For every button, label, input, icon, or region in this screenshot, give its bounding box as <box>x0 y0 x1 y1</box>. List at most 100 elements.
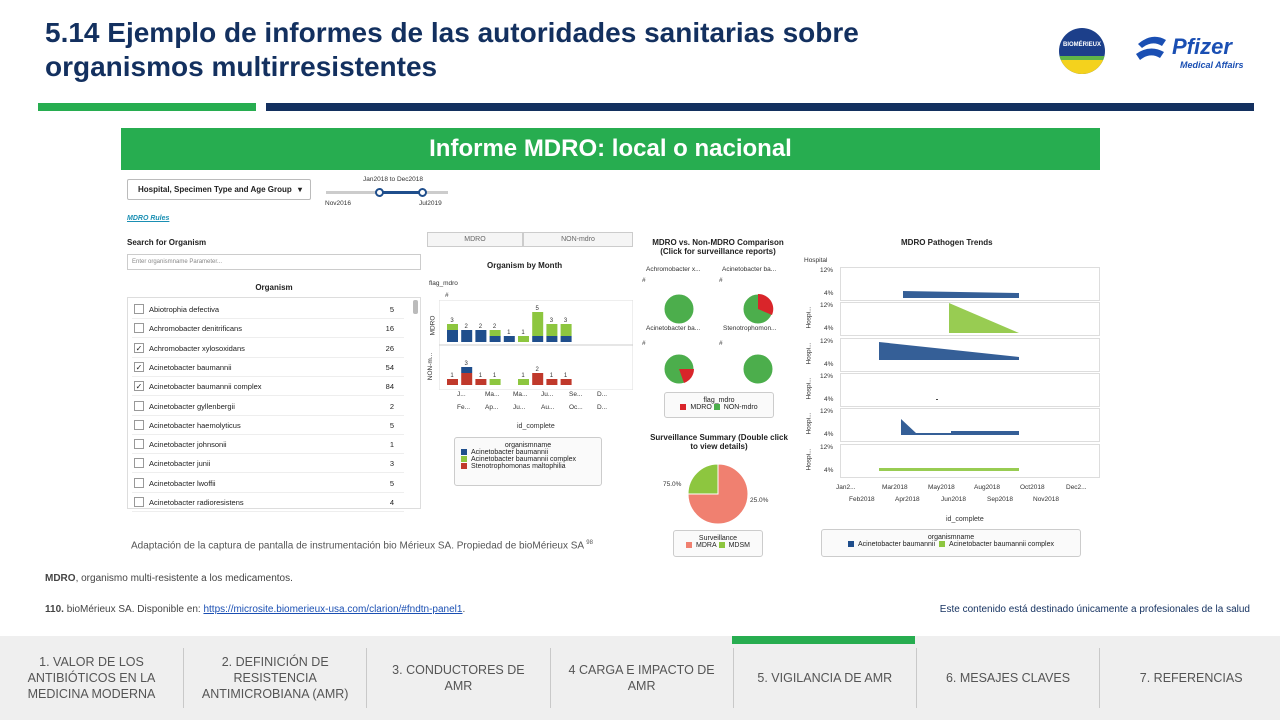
pie-ach-xylo[interactable] <box>663 293 695 325</box>
bottom-navigation: 1. VALOR DE LOS ANTIBIÓTICOS EN LA MEDIC… <box>0 636 1280 720</box>
organism-list-item[interactable]: Acinetobacter haemolyticus 5 <box>132 416 404 435</box>
organism-checkbox[interactable] <box>134 304 144 314</box>
nav-tab-5[interactable]: 5. VIGILANCIA DE AMR <box>732 648 916 708</box>
obm-bar-mdro-green[interactable] <box>546 324 558 336</box>
nav-tab-6[interactable]: 6. MESAJES CLAVES <box>916 648 1099 708</box>
trend-panel[interactable]: Hospi... 12% 4% <box>804 372 1100 408</box>
organism-checkbox[interactable] <box>134 400 144 411</box>
chevron-down-icon: ▾ <box>297 185 302 194</box>
organism-search-input[interactable]: Enter organismname Parameter... <box>127 254 421 270</box>
x-tick-label: Oc... <box>569 404 583 411</box>
trend-area[interactable] <box>903 291 1019 298</box>
trend-panel[interactable]: Hospi... 12% 4% <box>804 337 1100 373</box>
organism-list-item[interactable]: Acinetobacter radioresistens 4 <box>132 493 404 512</box>
organism-checkbox[interactable] <box>134 477 144 488</box>
organism-checkbox[interactable] <box>134 439 144 450</box>
segment-mdro[interactable]: MDRO <box>427 232 523 247</box>
list-scrollbar[interactable] <box>413 300 418 314</box>
obm-bar-mdro-blue[interactable] <box>546 336 558 342</box>
surveillance-pie[interactable] <box>686 462 750 526</box>
obm-bar-mdro-blue[interactable] <box>560 336 572 342</box>
pie-steno-2[interactable] <box>742 353 774 385</box>
obm-bar-non-blue[interactable] <box>461 367 473 373</box>
obm-bar-non-red[interactable] <box>546 379 558 385</box>
obm-bar-non-red[interactable] <box>475 379 487 385</box>
nav-tab-3[interactable]: 3. CONDUCTORES DE AMR <box>366 648 549 708</box>
obm-bar-non-red[interactable] <box>560 379 572 385</box>
trend-plot <box>840 267 1100 301</box>
trend-panel[interactable]: 12% 4% <box>804 267 1100 302</box>
organism-list-item[interactable]: Acinetobacter gyllenbergii 2 <box>132 397 404 416</box>
cmp-legend: flag_mdro MDRO NON-mdro <box>664 392 774 418</box>
organism-checkbox[interactable] <box>134 419 144 430</box>
obm-bar-mdro-green[interactable] <box>560 324 572 336</box>
nav-tab-1[interactable]: 1. VALOR DE LOS ANTIBIÓTICOS EN LA MEDIC… <box>27 655 156 701</box>
organism-checkbox[interactable]: ✓ <box>134 361 144 372</box>
organism-checkbox[interactable] <box>134 497 144 507</box>
obm-bar-non-red[interactable] <box>461 373 473 385</box>
obm-bar-mdro-green[interactable] <box>518 336 529 342</box>
legend-label: Acinetobacter baumannii complex <box>471 456 577 463</box>
trend-area[interactable] <box>901 419 1019 436</box>
organism-checkbox[interactable]: ✓ <box>134 381 144 392</box>
obm-bar-label: 3 <box>564 318 568 324</box>
x-tick-label: J... <box>457 391 466 398</box>
obm-bar-non-green[interactable] <box>489 379 501 385</box>
cmp-hash-4: # <box>719 340 723 347</box>
title-underline-blue <box>266 103 1254 111</box>
slider-handle-start[interactable] <box>375 188 384 197</box>
obm-bar-mdro-blue[interactable] <box>489 336 501 342</box>
organism-list-item[interactable]: ✓ Acinetobacter baumannii complex 84 <box>132 377 404 397</box>
mdro-rules-link[interactable]: MDRO Rules <box>127 215 170 222</box>
organism-list-item[interactable]: Abiotrophia defectiva 5 <box>132 300 404 319</box>
obm-hash: # <box>445 292 449 299</box>
nav-tab-4[interactable]: 4 CARGA E IMPACTO DE AMR <box>549 648 733 708</box>
trends-hospital-label: Hospital <box>804 257 828 264</box>
obm-bar-mdro-blue[interactable] <box>532 336 544 342</box>
reference-link[interactable]: https://microsite.biomerieux-usa.com/cla… <box>203 604 463 615</box>
surv-pie-slice-mdsm[interactable] <box>687 463 719 495</box>
trend-panel[interactable]: Hospi... 12% 4% <box>804 408 1100 443</box>
slider-handle-end[interactable] <box>418 188 427 197</box>
nav-tab-2[interactable]: 2. DEFINICIÓN DE RESISTENCIA ANTIMICROBI… <box>183 648 366 708</box>
surv-pie-slice-mdra[interactable] <box>687 463 749 525</box>
trend-panel[interactable]: Hospi... 12% 4% <box>804 302 1100 337</box>
organism-checkbox[interactable]: ✓ <box>134 342 144 353</box>
obm-bar-mdro-blue[interactable] <box>475 330 487 342</box>
obm-legend-item[interactable]: Acinetobacter baumannii <box>461 449 595 456</box>
nav-tab-7[interactable]: 7. REFERENCIAS <box>1099 648 1280 708</box>
organism-list-item[interactable]: Acinetobacter junii 3 <box>132 454 404 474</box>
segment-non-mdro[interactable]: NON-mdro <box>523 232 633 247</box>
filter-dropdown[interactable]: Hospital, Specimen Type and Age Group ▾ <box>127 179 311 200</box>
organism-checkbox[interactable] <box>134 323 144 334</box>
trend-area[interactable] <box>879 467 1019 471</box>
organism-name: Acinetobacter gyllenbergii <box>149 401 235 411</box>
trend-area[interactable] <box>936 398 938 400</box>
trend-area[interactable] <box>879 341 1019 360</box>
obm-bar-non-green[interactable] <box>518 379 529 385</box>
trend-area[interactable] <box>949 303 1019 334</box>
legend-label: Stenotrophomonas maltophilia <box>471 463 566 470</box>
obm-bar-non-red[interactable] <box>447 379 458 385</box>
obm-bar-mdro-green[interactable] <box>489 330 501 336</box>
organism-checkbox[interactable] <box>134 458 144 469</box>
obm-row1-label: MDRO <box>429 315 437 336</box>
organism-list-item[interactable]: ✓ Achromobacter xylosoxidans 26 <box>132 339 404 358</box>
organism-list-item[interactable]: Achromobacter denitrificans 16 <box>132 319 404 339</box>
organism-list-item[interactable]: Acinetobacter johnsonii 1 <box>132 435 404 455</box>
obm-bar-mdro-green[interactable] <box>532 312 544 336</box>
trend-panel[interactable]: Hospi... 12% 4% <box>804 443 1100 479</box>
trend-plot <box>840 408 1100 443</box>
legend-label: Acinetobacter baumannii <box>857 541 936 548</box>
obm-bar-mdro-green[interactable] <box>447 324 458 330</box>
obm-bar-mdro-blue[interactable] <box>503 336 515 342</box>
trend-y-bot: 4% <box>824 466 834 474</box>
obm-legend-item[interactable]: Stenotrophomonas maltophilia <box>461 463 595 470</box>
organism-list-item[interactable]: ✓ Acinetobacter baumannii 54 <box>132 358 404 377</box>
organism-list-item[interactable]: Acinetobacter lwoffii 5 <box>132 474 404 493</box>
obm-legend-item[interactable]: Acinetobacter baumannii complex <box>461 456 595 463</box>
obm-bar-mdro-blue[interactable] <box>461 330 473 342</box>
comparison-pies[interactable] <box>661 290 801 390</box>
obm-bar-non-red[interactable] <box>532 373 544 385</box>
obm-bar-mdro-blue[interactable] <box>447 330 458 342</box>
